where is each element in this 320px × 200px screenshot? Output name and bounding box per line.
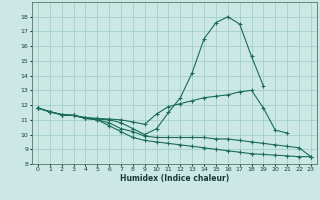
X-axis label: Humidex (Indice chaleur): Humidex (Indice chaleur) (120, 174, 229, 183)
